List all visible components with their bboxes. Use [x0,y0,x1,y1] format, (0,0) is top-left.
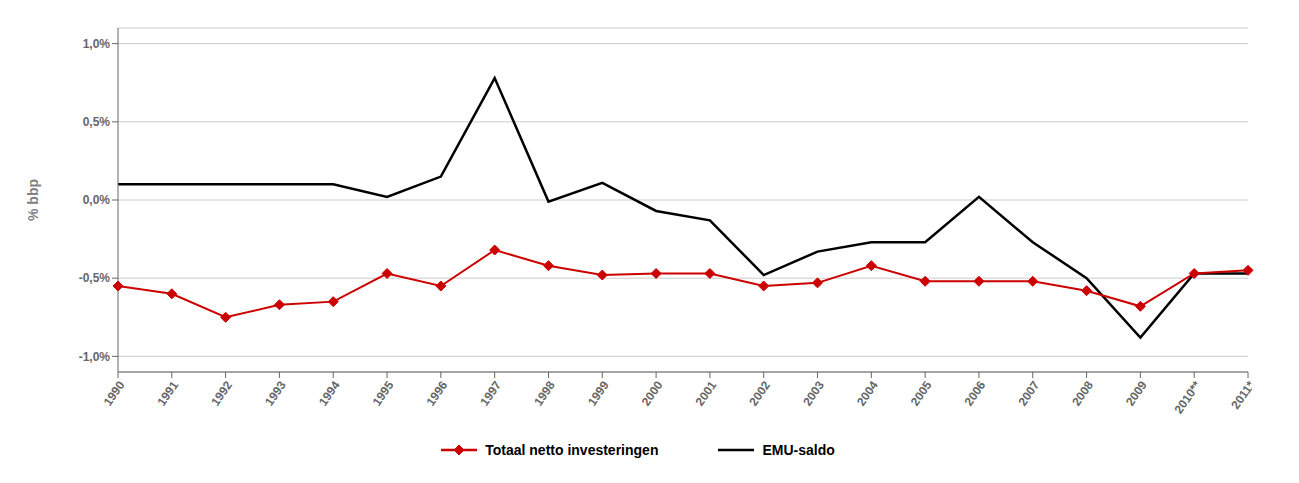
svg-text:1,0%: 1,0% [83,37,111,51]
svg-text:1999: 1999 [585,378,612,408]
svg-text:2000: 2000 [639,378,666,408]
svg-text:2004: 2004 [854,378,881,408]
svg-text:0,0%: 0,0% [83,193,111,207]
svg-text:% bbp: % bbp [25,179,41,221]
html-text:EMU-saldo: EMU-saldo [762,442,835,458]
svg-text:2003: 2003 [800,378,827,408]
svg-text:0,5%: 0,5% [83,115,111,129]
svg-text:1994: 1994 [316,378,343,408]
svg-text:1992: 1992 [208,378,235,408]
svg-text:2008: 2008 [1069,378,1096,408]
svg-text:2009: 2009 [1123,378,1150,408]
svg-text:1991: 1991 [154,378,181,408]
svg-text:-1,0%: -1,0% [79,350,111,364]
svg-text:2006: 2006 [962,378,989,408]
svg-text:2007: 2007 [1015,378,1042,408]
svg-text:1998: 1998 [531,378,558,408]
svg-text:2001: 2001 [693,378,720,408]
html-text:Totaal netto investeringen: Totaal netto investeringen [485,442,659,458]
svg-text:1990: 1990 [101,378,128,408]
svg-text:2011*: 2011* [1228,378,1257,411]
svg-text:2005: 2005 [908,378,935,408]
svg-text:1996: 1996 [424,378,451,408]
svg-text:2002: 2002 [746,378,773,408]
svg-text:1997: 1997 [477,378,504,408]
svg-text:1993: 1993 [262,378,289,408]
svg-text:1995: 1995 [370,378,397,408]
svg-text:2010**: 2010** [1171,378,1203,416]
svg-text:-0,5%: -0,5% [79,271,111,285]
